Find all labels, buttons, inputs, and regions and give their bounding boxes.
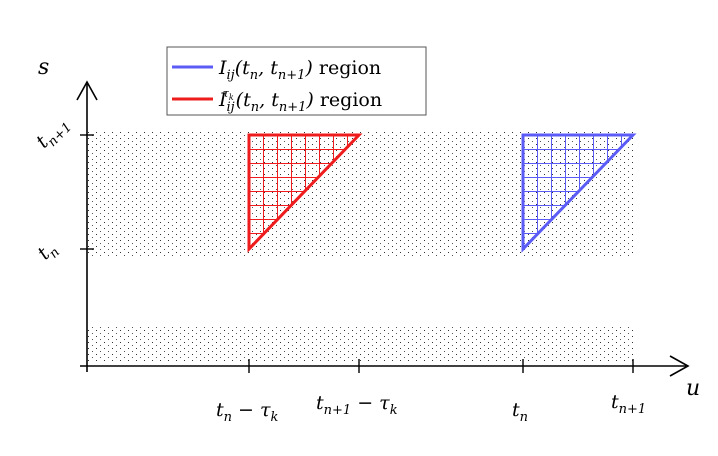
u-tick-label-tn1-minus-tau: tn+1 − τk bbox=[316, 392, 398, 418]
svg-text:tn+1: tn+1 bbox=[32, 112, 75, 155]
s-axis-arrow bbox=[76, 80, 98, 101]
legend: Iij(tn, tn+1) region Iijτk (tn, tn+1) reg… bbox=[166, 46, 427, 116]
legend-box bbox=[166, 46, 427, 116]
u-tick-label-tn1: tn+1 bbox=[611, 391, 646, 417]
u-tick-label-tn-minus-tau: tn − τk bbox=[216, 399, 279, 425]
s-axis-label: s bbox=[38, 55, 49, 80]
lower-dotted-band bbox=[87, 325, 635, 362]
u-axis-label: u bbox=[686, 376, 700, 401]
legend-red-label: Iijτk (tn, tn+1) region bbox=[218, 87, 382, 115]
svg-text:tn: tn bbox=[33, 237, 63, 267]
u-axis-arrow bbox=[669, 355, 690, 377]
u-tick-label-tn: tn bbox=[512, 399, 528, 425]
legend-blue-label: Iij(tn, tn+1) region bbox=[218, 57, 381, 83]
s-tick-label-tn1: tn+1 bbox=[32, 112, 75, 155]
s-tick-label-tn: tn bbox=[33, 237, 63, 267]
